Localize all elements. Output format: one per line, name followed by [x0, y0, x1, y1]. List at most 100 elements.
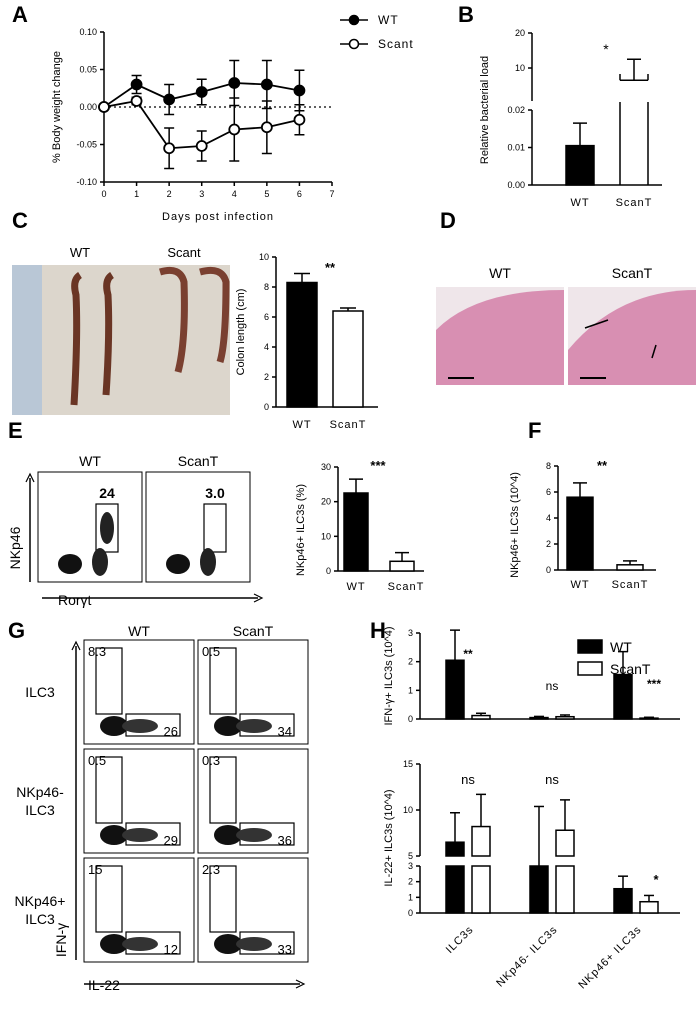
data-point-Scant [98, 101, 110, 113]
data-point-Scant [195, 140, 208, 152]
y-tick-label: 0.00 [507, 180, 525, 190]
x-category-label: WT [346, 581, 365, 593]
data-point-Scant [293, 113, 306, 126]
legend-label: ScanT [610, 661, 651, 677]
bar-ScanT [471, 714, 491, 720]
flow-row-label: NKp46- [16, 784, 64, 800]
x-category-label: NKp46+ ILC3s [576, 924, 644, 992]
legend-label: WT [378, 13, 399, 27]
y-tick-label: 6 [546, 487, 551, 497]
bar-ScanT-upper [555, 829, 575, 857]
y-tick-label: 0 [326, 566, 331, 576]
flow-upper-value: 15 [88, 862, 102, 877]
data-point-WT [293, 84, 306, 97]
flow-row-label: NKp46+ [15, 893, 66, 909]
flow-lower-value: 29 [164, 833, 178, 848]
x-tick-label: 2 [167, 189, 172, 199]
bar-WT [445, 659, 465, 720]
bar-WT [566, 496, 594, 571]
y-tick-label: 0.01 [507, 143, 525, 153]
bar-WT [286, 281, 318, 408]
panel-label-f: F [528, 418, 541, 443]
y-tick-label: 1 [408, 685, 413, 695]
x-category-label: ScanT [612, 579, 649, 591]
y-tick-label: 0 [264, 402, 269, 412]
y-tick-label: -0.10 [76, 177, 97, 187]
flow-e: WT 24 ScanT 3.0 NKp46 Rorγt [7, 453, 264, 608]
flow-upper-value: 2.3 [202, 862, 220, 877]
flow-gate-value: 24 [99, 485, 115, 501]
y-tick-label: 2 [264, 372, 269, 382]
flow-lower-value: 33 [278, 942, 292, 957]
flow-cluster [122, 937, 158, 951]
flow-upper-gate [209, 647, 237, 715]
flow-column-title: WT [128, 623, 150, 639]
y-tick-label: 20 [321, 497, 331, 507]
flow-lower-value: 34 [278, 724, 292, 739]
x-category-label: ScanT [388, 581, 425, 593]
flow-upper-value: 0.3 [202, 753, 220, 768]
bar-WT-upper [445, 841, 465, 857]
legend-marker [348, 14, 360, 26]
x-category-label: NKp46- ILC3s [494, 924, 560, 990]
bar-ScanT [616, 564, 644, 571]
chart-b-bacterial-load: 0.00 0.01 0.02 10 20 Relative bacterial load W… [479, 28, 662, 209]
flow-upper-value: 0.5 [88, 753, 106, 768]
bar-WT [529, 865, 549, 914]
panel-label-h: H [370, 618, 386, 643]
chart-e-nkp46-percent: 0 10 20 30 NKp46+ ILC3s (%) WT ScanT *** [295, 458, 424, 593]
y-tick-label: 10 [259, 252, 269, 262]
legend-label: WT [610, 639, 632, 655]
flow-plot-1 [145, 471, 251, 583]
x-tick-label: 4 [232, 189, 237, 199]
y-tick-label: 20 [515, 28, 525, 38]
flow-gate [95, 503, 119, 553]
x-tick-label: 0 [101, 189, 106, 199]
y-tick-label: 0.10 [79, 27, 97, 37]
data-point-WT [260, 78, 273, 91]
flow-cluster [92, 548, 108, 576]
flow-cluster [200, 548, 216, 576]
y-tick-label: 8 [546, 461, 551, 471]
flow-y-label: NKp46 [7, 526, 23, 569]
data-point-Scant [260, 121, 273, 134]
bottom-annotation: ns [461, 772, 475, 787]
significance-annotation: * [603, 41, 609, 57]
panel-label-b: B [458, 2, 474, 27]
top-y-axis-label: IFN-γ+ ILC3s (10^4) [383, 627, 395, 726]
y-tick-label: 10 [515, 63, 525, 73]
bar-WT [613, 887, 633, 914]
y-tick-label: 2 [408, 877, 413, 887]
y-axis-label: % Body weight change [51, 51, 63, 163]
y-tick-label: 10 [321, 531, 331, 541]
data-point-WT [163, 93, 176, 106]
y-tick-label: 3 [408, 628, 413, 638]
flow-upper-gate [95, 756, 123, 824]
x-tick-label: 7 [329, 189, 334, 199]
y-tick-label: 30 [321, 462, 331, 472]
x-category-label: ScanT [616, 197, 653, 209]
x-category-label: ILC3s [444, 924, 476, 956]
flow-title: ScanT [178, 453, 219, 469]
flow-arrowhead [295, 979, 306, 989]
flow-row-label: ILC3 [25, 684, 55, 700]
flow-row-label: ILC3 [25, 802, 55, 818]
y-axis-label: NKp46+ ILC3s (%) [295, 484, 307, 576]
flow-cluster [166, 554, 190, 574]
bar-ScanT [389, 560, 415, 572]
chart-h-cytokines: 0 1 2 3 IFN-γ+ ILC3s (10^4) ** ns *** WT ScanT 0 1 2… [383, 627, 680, 992]
flow-cluster [122, 719, 158, 733]
flow-cluster [100, 934, 128, 954]
flow-cluster [236, 937, 272, 951]
bar-WT-lower [445, 865, 465, 914]
flow-cluster [100, 716, 128, 736]
y-tick-label: 0.05 [79, 65, 97, 75]
significance-annotation: ** [325, 260, 336, 275]
flow-column-title: ScanT [233, 623, 274, 639]
x-tick-label: 5 [264, 189, 269, 199]
flow-cluster [122, 828, 158, 842]
flow-plot-0 [37, 471, 143, 583]
x-category-label: WT [292, 419, 311, 431]
panel-label-d: D [440, 208, 456, 233]
flow-cluster [100, 825, 128, 845]
